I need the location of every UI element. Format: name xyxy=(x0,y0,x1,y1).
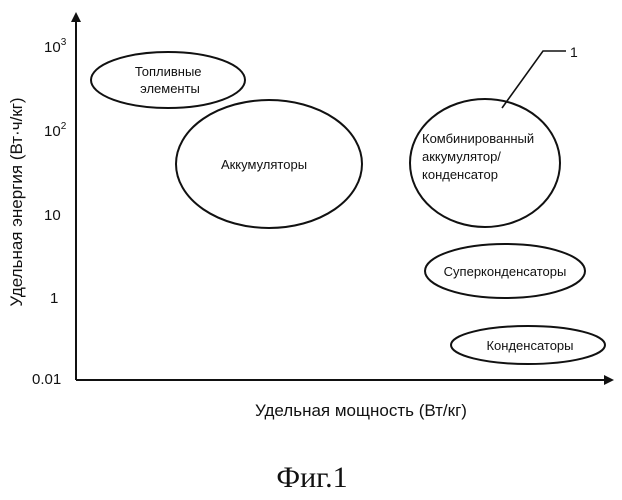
y-tick-labels: 103 102 10 1 0.01 xyxy=(32,37,67,388)
y-tick-1: 1 xyxy=(50,290,58,307)
region-batteries: Аккумуляторы xyxy=(175,99,363,229)
region-fuel-cells: Топливные элементы xyxy=(90,51,246,109)
y-tick-10: 10 xyxy=(44,207,61,224)
combined-label-line-2: аккумулятор/ xyxy=(422,149,501,164)
y-tick-1000: 103 xyxy=(44,37,67,56)
x-axis-title: Удельная мощность (Вт/кг) xyxy=(255,401,467,420)
y-tick-0-01: 0.01 xyxy=(32,371,61,388)
capacitors-ellipse xyxy=(450,325,606,365)
region-supercapacitors: Суперконденсаторы xyxy=(424,243,586,299)
supercapacitors-label: Суперконденсаторы xyxy=(444,264,567,279)
callout-number: 1 xyxy=(570,44,578,60)
batteries-label: Аккумуляторы xyxy=(221,157,307,172)
region-capacitors: Конденсаторы xyxy=(450,325,606,365)
combined-label: Комбинированный аккумулятор/ конденсатор xyxy=(422,131,538,182)
region-combined: Комбинированный аккумулятор/ конденсатор xyxy=(409,98,561,228)
callout-1: 1 xyxy=(501,44,578,109)
fuel-cells-label-line-2: элементы xyxy=(140,81,200,96)
combined-label-line-1: Комбинированный xyxy=(422,131,534,146)
callout-leader-line xyxy=(501,50,566,109)
y-tick-100: 102 xyxy=(44,121,67,140)
combined-label-line-3: конденсатор xyxy=(422,167,498,182)
fuel-cells-label-line-1: Топливные xyxy=(135,64,202,79)
combined-ellipse xyxy=(409,98,561,228)
y-axis-title: Удельная энергия (Вт·ч/кг) xyxy=(7,97,26,306)
fuel-cells-ellipse xyxy=(90,51,246,109)
capacitors-label: Конденсаторы xyxy=(486,338,573,353)
figure-caption: Фиг.1 xyxy=(276,461,347,494)
fuel-cells-label: Топливные элементы xyxy=(135,64,205,96)
batteries-ellipse xyxy=(175,99,363,229)
supercapacitors-ellipse xyxy=(424,243,586,299)
